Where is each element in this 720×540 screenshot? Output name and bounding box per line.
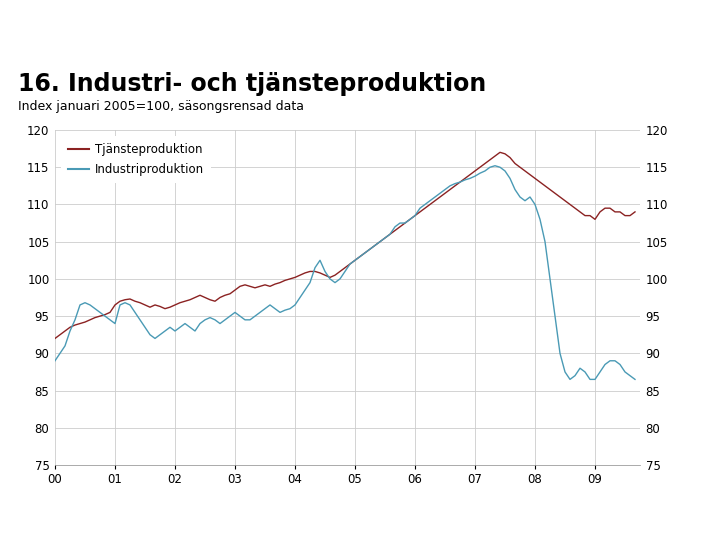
Legend: Tjänsteproduktion, Industriproduktion: Tjänsteproduktion, Industriproduktion [61, 136, 212, 183]
Text: Källa: SCB: Källa: SCB [649, 509, 709, 522]
Text: SVERIGES
RIKSBANK: SVERIGES RIKSBANK [638, 72, 682, 93]
Text: Anm. 3 månaders glidande medelvärde.: Anm. 3 månaders glidande medelvärde. [11, 508, 249, 522]
Text: Index januari 2005=100, säsongsrensad data: Index januari 2005=100, säsongsrensad da… [18, 100, 304, 113]
Text: 16. Industri- och tjänsteproduktion: 16. Industri- och tjänsteproduktion [18, 72, 486, 96]
